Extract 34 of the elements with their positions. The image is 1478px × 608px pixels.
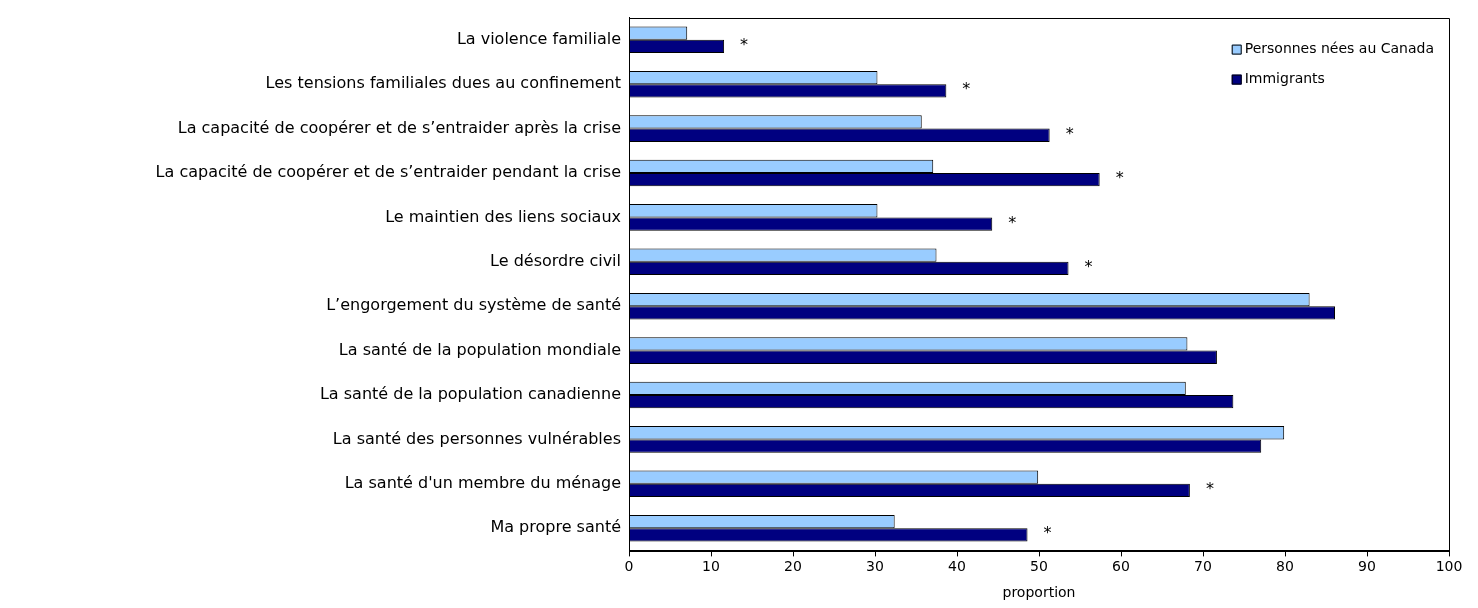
y-tick-label: La capacité de coopérer et de s’entraider pendant la crise	[155, 162, 621, 182]
x-tick-label: 70	[1194, 558, 1212, 575]
x-tick-label: 10	[702, 558, 720, 575]
y-tick-label: Le désordre civil	[490, 250, 621, 270]
legend-label: Personnes nées au Canada	[1244, 40, 1434, 57]
x-tick-label: 100	[1435, 558, 1463, 575]
x-axis-title: proportion	[1002, 584, 1076, 601]
y-tick-label: La santé de la population canadienne	[319, 384, 621, 404]
x-tick-label: 20	[784, 558, 802, 575]
y-tick-label: La violence familiale	[456, 28, 621, 48]
annotation: *	[1084, 256, 1093, 276]
y-tick-label: L’engorgement du système de santé	[326, 295, 621, 315]
annotation: *	[1065, 123, 1074, 143]
x-tick-label: 60	[1112, 558, 1130, 575]
y-tick-label: La santé d'un membre du ménage	[344, 472, 621, 492]
annotation: *	[962, 79, 971, 99]
x-tick-label: 50	[1030, 558, 1048, 575]
x-tick-label: 40	[948, 558, 966, 575]
annotation: *	[1008, 212, 1017, 232]
y-tick-label: La santé de la population mondiale	[338, 339, 621, 359]
x-tick-label: 90	[1358, 558, 1376, 575]
y-tick-label: Le maintien des liens sociaux	[385, 206, 621, 226]
annotation: *	[1205, 478, 1214, 498]
y-tick-label: Les tensions familiales dues au confinement	[265, 73, 621, 93]
legend-label: Immigrants	[1244, 70, 1325, 87]
annotation: *	[1115, 168, 1124, 188]
y-tick-label: La santé des personnes vulnérables	[332, 428, 621, 448]
x-tick-label: 80	[1276, 558, 1294, 575]
x-tick-label: 0	[624, 558, 634, 575]
annotation: *	[1043, 523, 1052, 543]
x-tick-label: 30	[866, 558, 884, 575]
annotation: *	[740, 34, 749, 54]
y-tick-label: Ma propre santé	[490, 517, 621, 537]
y-tick-label: La capacité de coopérer et de s’entraider après la crise	[177, 117, 621, 137]
